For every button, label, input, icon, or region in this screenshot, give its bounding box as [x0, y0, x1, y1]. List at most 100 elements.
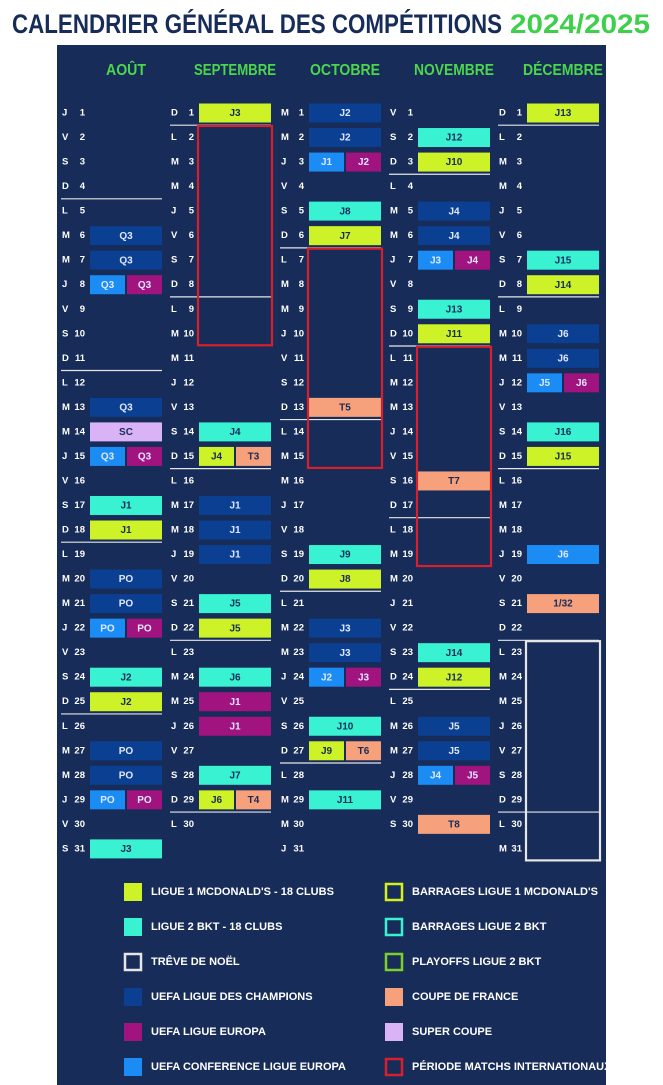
weekday: M	[62, 745, 70, 756]
weekday: D	[499, 623, 506, 634]
day-number: 16	[183, 475, 194, 486]
weekday: M	[281, 623, 289, 634]
event-label: J6	[576, 378, 588, 389]
day-number: 21	[293, 598, 304, 609]
weekday: V	[281, 181, 288, 192]
legend-label: UEFA LIGUE DES CHAMPIONS	[151, 991, 313, 1003]
weekday: M	[171, 672, 179, 683]
day-number: 12	[293, 377, 304, 388]
weekday: M	[499, 353, 507, 364]
weekday: D	[390, 157, 397, 168]
event-label: PO	[137, 623, 152, 634]
weekday: V	[390, 451, 397, 462]
weekday: S	[499, 426, 505, 437]
weekday: L	[171, 132, 177, 143]
day-number: 7	[80, 255, 85, 266]
weekday: L	[62, 206, 68, 217]
weekday: J	[499, 721, 504, 732]
event-label: J16	[555, 427, 572, 438]
event-cell	[199, 790, 234, 810]
day-number: 20	[511, 574, 522, 585]
day-number: 11	[184, 353, 195, 364]
event-label: J4	[211, 452, 223, 463]
weekday: D	[62, 353, 69, 364]
day-number: 2	[408, 132, 413, 143]
weekday: L	[171, 475, 177, 486]
weekday: L	[62, 721, 68, 732]
day-number: 22	[293, 623, 304, 634]
event-cell	[199, 618, 271, 638]
event-label: J4	[467, 255, 479, 266]
weekday: L	[171, 304, 177, 315]
event-label: J4	[448, 231, 460, 242]
weekday: J	[390, 598, 395, 609]
weekday: V	[62, 132, 69, 143]
day-number: 11	[294, 353, 305, 364]
day-number: 22	[74, 623, 85, 634]
day-number: 30	[74, 819, 85, 830]
weekday: M	[499, 672, 507, 683]
legend-label: TRÊVE DE NOËL	[151, 955, 240, 968]
day-number: 28	[74, 770, 85, 781]
day-number: 16	[293, 475, 304, 486]
weekday: V	[171, 574, 178, 585]
event-label: J6	[211, 795, 223, 806]
day-number: 14	[511, 426, 522, 437]
weekday: J	[281, 843, 286, 854]
weekday: M	[62, 598, 70, 609]
event-cell	[418, 152, 490, 172]
event-label: J5	[229, 599, 241, 610]
weekday: M	[499, 525, 507, 536]
weekday: M	[499, 843, 507, 854]
event-label: T4	[248, 795, 260, 806]
weekday: D	[281, 230, 288, 241]
event-label: J5	[448, 721, 460, 732]
event-label: J1	[321, 157, 333, 168]
day-number: 8	[80, 279, 85, 290]
event-cell	[90, 790, 125, 810]
weekday: M	[499, 157, 507, 168]
event-label: J3	[339, 648, 351, 659]
day-number: 15	[402, 451, 413, 462]
day-number: 17	[402, 500, 413, 511]
day-number: 7	[408, 255, 413, 266]
weekday: J	[390, 770, 395, 781]
day-number: 18	[183, 525, 194, 536]
day-number: 7	[517, 255, 522, 266]
event-label: SC	[119, 427, 133, 438]
day-number: 27	[402, 745, 413, 756]
event-label: J3	[339, 623, 351, 634]
event-cell	[199, 716, 271, 736]
day-number: 9	[408, 304, 413, 315]
day-number: 13	[402, 402, 413, 413]
event-label: Q3	[101, 452, 115, 463]
legend-swatch	[124, 988, 142, 1006]
event-label: PO	[119, 746, 134, 757]
day-number: 11	[403, 353, 414, 364]
day-number: 23	[183, 647, 194, 658]
weekday: D	[499, 451, 506, 462]
weekday: L	[62, 549, 68, 560]
day-number: 9	[517, 304, 522, 315]
weekday: M	[62, 426, 70, 437]
event-cell	[309, 545, 381, 565]
weekday: M	[281, 108, 289, 119]
weekday: S	[390, 475, 396, 486]
day-number: 4	[189, 181, 195, 192]
weekday: L	[499, 647, 505, 658]
event-cell	[236, 790, 271, 810]
weekday: M	[171, 157, 179, 168]
day-number: 26	[74, 721, 85, 732]
event-cell	[309, 741, 344, 761]
day-number: 14	[402, 426, 413, 437]
day-number: 15	[293, 451, 304, 462]
day-number: 16	[402, 475, 413, 486]
event-cell	[527, 373, 562, 393]
weekday: D	[499, 108, 506, 119]
weekday: M	[62, 574, 70, 585]
day-number: 23	[293, 647, 304, 658]
weekday: M	[281, 647, 289, 658]
day-number: 3	[408, 157, 413, 168]
event-cell	[90, 275, 125, 295]
weekday: V	[499, 402, 506, 413]
